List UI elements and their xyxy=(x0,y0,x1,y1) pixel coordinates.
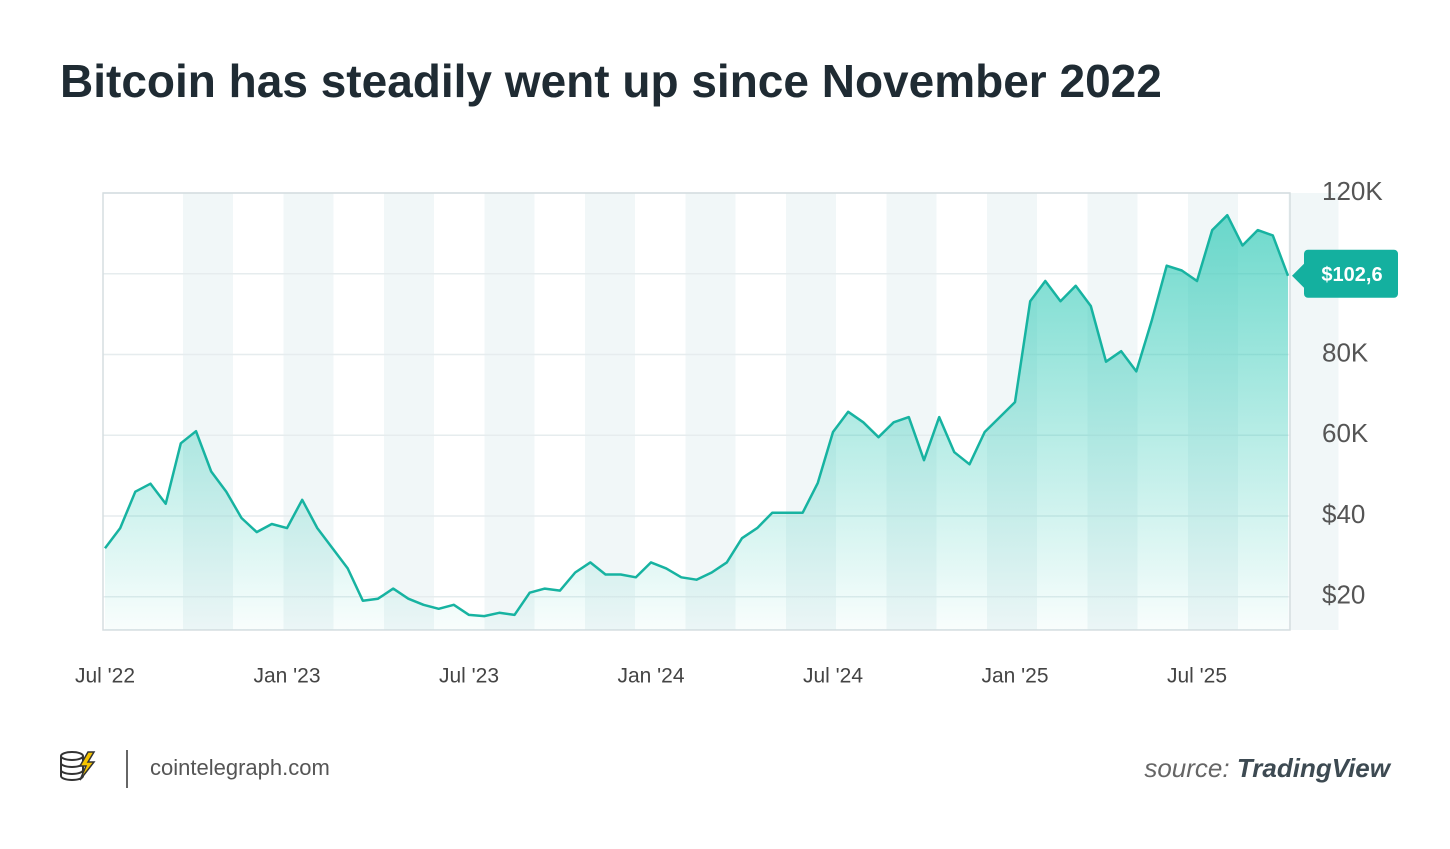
area xyxy=(105,215,1288,630)
logo xyxy=(60,751,96,781)
site-name: cointelegraph.com xyxy=(150,755,330,780)
y-tick-label: $20 xyxy=(1322,580,1365,610)
chart-title: Bitcoin has steadily went up since Novem… xyxy=(60,55,1162,107)
line xyxy=(104,213,1290,618)
x-tick-label: Jan '25 xyxy=(981,665,1048,688)
x-tick-label: Jul '22 xyxy=(75,665,135,688)
x-tick-label: Jan '23 xyxy=(253,665,320,688)
y-tick-label: 80K xyxy=(1322,337,1369,367)
x-tick-label: Jan '24 xyxy=(617,665,684,688)
month-band xyxy=(685,193,736,630)
x-tick-label: Jul '23 xyxy=(439,665,499,688)
month-band xyxy=(585,193,635,630)
price-badge xyxy=(1292,249,1398,298)
source-name: TradingView xyxy=(1237,753,1392,783)
source-prefix: source: xyxy=(1144,753,1229,783)
y-tick-label: 60K xyxy=(1322,418,1369,448)
month-band xyxy=(384,193,434,630)
y-tick-label: $40 xyxy=(1322,499,1365,529)
source: source: TradingView xyxy=(1144,753,1391,783)
x-tick-label: Jul '24 xyxy=(803,665,863,688)
y-tick-label: 120K xyxy=(1322,176,1383,206)
price-label: $102,6 xyxy=(1321,264,1382,286)
x-tick-label: Jul '25 xyxy=(1167,665,1227,688)
month-band xyxy=(484,193,535,630)
